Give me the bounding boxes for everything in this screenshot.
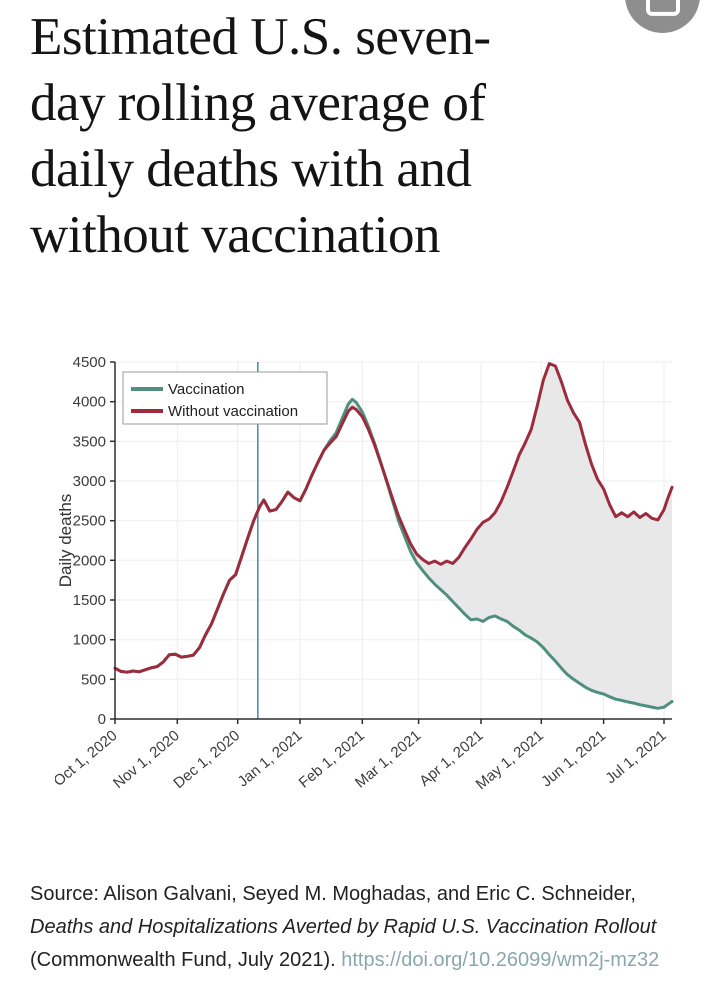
page-title-line: Estimated U.S. seven- <box>30 8 491 66</box>
doi-link[interactable]: https://doi.org/10.26099/wm2j-mz32 <box>341 949 660 971</box>
y-tick-label: 3500 <box>73 433 106 450</box>
x-tick-label: Jul 1, 2021 <box>602 727 669 787</box>
averted-deaths-area <box>115 363 672 709</box>
y-tick-label: 2500 <box>73 513 106 530</box>
source-note: Source: Alison Galvani, Seyed M. Moghada… <box>30 878 662 977</box>
y-tick-label: 2000 <box>73 552 106 569</box>
y-tick-label: 4000 <box>73 394 106 411</box>
y-tick-label: 4500 <box>73 354 106 371</box>
series-line-without-vaccination <box>113 362 674 674</box>
page-title-line: daily deaths with and <box>30 140 472 198</box>
chart: 0 500 1000 1500 2000 2500 3000 3500 4000 4500 Oct … <box>50 344 720 804</box>
source-text: Source: Alison Galvani, Seyed M. Moghada… <box>30 883 636 905</box>
y-tick-label: 500 <box>81 671 106 688</box>
y-tick-label: 1000 <box>73 632 106 649</box>
source-text: (Commonwealth Fund, July 2021). <box>30 949 342 971</box>
save-button[interactable] <box>625 0 700 33</box>
x-tick-label: Jan 1, 2021 <box>235 727 306 790</box>
y-tick-label: 1500 <box>73 592 106 609</box>
chart-svg: 050010001500200025003000350040004500Oct … <box>50 354 674 793</box>
legend-label: Without vaccination <box>168 403 298 420</box>
y-tick-label: 3000 <box>73 473 106 490</box>
page-title-line: without vaccination <box>30 206 440 264</box>
save-icon <box>645 0 680 16</box>
x-tick-label: Jun 1, 2021 <box>538 727 609 790</box>
legend <box>122 371 328 425</box>
y-axis-title: Daily deaths <box>56 494 75 588</box>
page-title: Estimated U.S. seven- day rolling averag… <box>30 4 491 268</box>
page-title-line: day rolling average of <box>30 74 486 132</box>
x-tick-label: Dec 1, 2020 <box>170 727 243 792</box>
y-tick-label: 0 <box>98 711 106 728</box>
legend-label: Vaccination <box>168 381 244 398</box>
source-publication-title: Deaths and Hospitalizations Averted by R… <box>30 916 657 938</box>
